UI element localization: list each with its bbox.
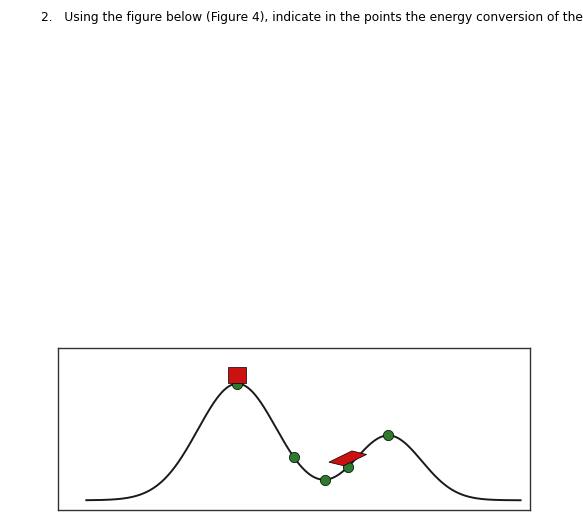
Text: 2.   Using the figure below (Figure 4), indicate in the points the energy conver: 2. Using the figure below (Figure 4), in… — [41, 11, 583, 24]
Point — [343, 462, 353, 471]
Point — [384, 431, 393, 439]
Point — [289, 453, 298, 462]
Point — [320, 475, 329, 484]
FancyBboxPatch shape — [229, 367, 247, 383]
Point — [233, 380, 242, 388]
FancyBboxPatch shape — [329, 451, 367, 466]
